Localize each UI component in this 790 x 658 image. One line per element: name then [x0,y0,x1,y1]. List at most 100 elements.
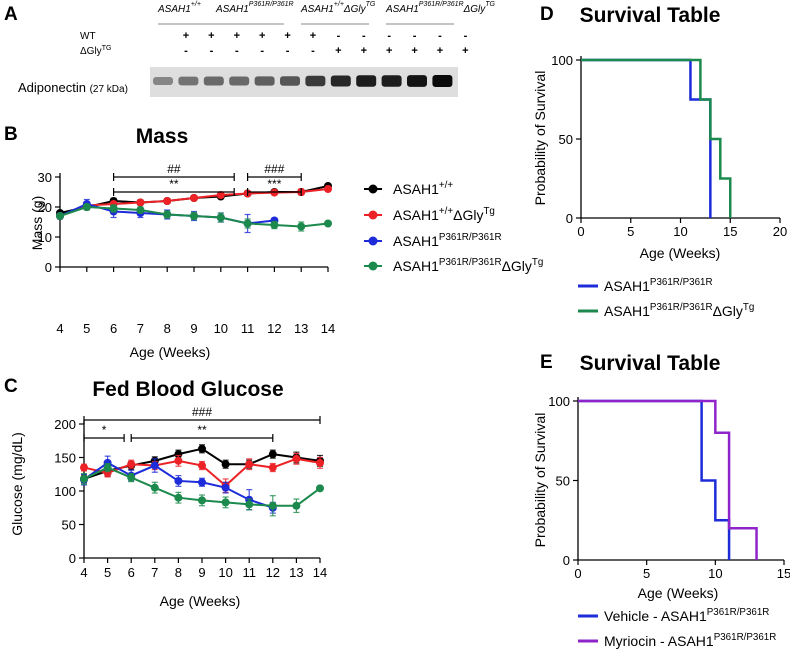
glucose-data-point-2-3 [150,461,159,470]
survival_e-legend-label-0: Vehicle - ASAH1P361R/P361R [604,607,769,624]
blot-wt-sign-10: - [438,30,442,42]
glucose-data-point-1-9 [292,454,301,463]
blot-wt-sign-7: - [362,30,366,42]
glucose-data-point-2-5 [198,478,206,487]
survival-e-title: Survival Table [580,352,721,375]
blot-band-2 [203,76,224,86]
survival-d-y-axis-label: Probability of Survival [532,71,548,206]
glucose-data-point-1-5 [198,461,206,470]
survival-d-x-axis-label: Age (Weeks) [640,245,721,261]
glucose-data-point-3-6 [221,498,230,507]
glucose-data-point-2-6 [221,483,230,492]
blot-wt-sign-11: - [464,30,468,42]
survival_e-ytick-label-2: 100 [548,394,570,409]
mass-data-point-3-2 [109,204,118,213]
mass-data-point-3-3 [136,206,145,214]
panel-letter-b: B [4,124,18,145]
legend-swatch-dot-2 [368,236,378,246]
glucose-data-point-1-7 [245,460,254,469]
glucose-data-point-1-2 [127,460,136,469]
blot-group-header-3-suffix-sup: TG [485,1,495,8]
mass-data-point-1-3 [136,198,145,207]
legend-label-2-base: ASAH1 [393,233,439,249]
blot-wt-sign-4: + [284,30,290,42]
glucose-xtick-label-9: 13 [289,565,303,580]
survival_d-xtick-label-1: 5 [627,224,634,239]
blot-gly-sign-4: - [286,45,290,57]
mass-xtick-label-6: 10 [214,321,228,336]
survival_d-legend-label-1-suffix: ΔGly [713,303,743,319]
blot-wt-sign-5: + [310,30,316,42]
glucose-data-point-3-7 [245,500,254,509]
survival-d-plot-area: 0 50 100 0 5 10 15 20 [551,53,787,239]
blot-band-11 [432,75,453,87]
survival_d-legend-label-1-sup: P361R/P361R [650,302,713,313]
glucose-ytick-label-3: 150 [54,451,76,466]
survival_e-legend-label-0-base: Vehicle - ASAH1 [604,608,707,624]
blot-wt-sign-6: - [337,30,341,42]
blot-gly-sign-1: - [210,45,214,57]
glucose-data-point-3-10 [316,484,324,493]
glucose-chart: Fed Blood Glucose 0 50 100 150 200 4 5 6 7 8 9 10 11… [9,378,327,609]
blot-group-header-2-base: ASAH1 [300,4,334,15]
survival_d-ytick-label-0: 0 [566,211,573,226]
glucose-xtick-label-0: 4 [80,565,87,580]
glucose-data-point-3-4 [174,493,183,502]
legend-label-0: ASAH1+/+ [393,180,453,197]
legend-label-3-suffix: ΔGly [502,258,532,274]
blot-band-3 [229,76,250,86]
blot-band-7 [330,75,351,87]
glucose-data-point-1-4 [174,456,183,465]
blot-group-header-1-sup: P361R/P361R [249,1,294,8]
mass-chart-title: Mass [136,125,189,148]
legend-swatch-dot-0 [368,184,378,194]
legend-swatch-dot-1 [368,210,378,220]
mass-data-point-3-7 [243,219,252,228]
survival_e-xtick-label-1: 5 [643,566,650,581]
panel-letter-a: A [4,4,18,25]
survival-e-legend: Vehicle - ASAH1P361R/P361R Myriocin - ASA… [578,607,776,649]
mass-x-axis-label: Age (Weeks) [130,344,211,360]
survival-d-title: Survival Table [580,4,721,27]
glucose-data-point-3-1 [103,463,112,472]
blot-wt-sign-8: - [387,30,391,42]
survival-e-plot-area: 0 50 100 0 5 10 15 [548,394,790,581]
blot-gly-sign-10: + [437,45,443,57]
glucose-ytick-label-2: 100 [54,484,76,499]
legend-label-3-base: ASAH1 [393,258,439,274]
legend-label-1-suffix-sup: Tg [483,206,494,217]
blot-group-header-1-base: ASAH1 [215,4,249,15]
blot-group-header-2-suffix: ΔGly [343,4,367,15]
glucose-data-point-0-5 [198,444,206,453]
glucose-data-point-3-3 [150,483,159,492]
mass-data-point-3-1 [82,203,91,211]
glucose-xtick-label-7: 11 [242,565,256,580]
mass-xtick-label-9: 13 [294,321,308,336]
mass-data-point-3-4 [163,210,172,219]
blot-bands [153,75,453,87]
glucose-data-point-0-4 [174,450,183,459]
blot-wt-sign-0: + [183,30,189,42]
blot-band-1 [178,76,199,86]
western-blot-panel: ASAH1+/+ ASAH1P361R/P361R ASAH1+/+ΔGlyTG AS… [18,1,496,97]
blot-wt-sign-3: + [259,30,265,42]
blot-band-9 [381,75,402,87]
mass-bracket-label-3: *** [267,177,281,191]
survival_d-survival-curve-1 [581,58,732,218]
glucose-data-point-3-8 [268,501,277,510]
mass-ytick-label-0: 0 [45,260,52,275]
legend-label-1-suffix: ΔGly [453,207,483,223]
survival_e-xtick-label-0: 0 [574,566,581,581]
blot-group-header-0-base: ASAH1 [157,4,191,15]
mass-xtick-label-3: 7 [137,321,144,336]
survival_e-legend-label-1: Myriocin - ASAH1P361R/P361R [604,632,776,649]
legend-label-3: ASAH1P361R/P361RΔGlyTg [393,257,543,274]
survival_e-survival-curve-0 [578,399,731,560]
glucose-data-point-3-9 [292,501,301,510]
legend-label-2-sup: P361R/P361R [439,232,502,243]
panel-letter-d: D [540,4,554,25]
legend-label-1-sup: +/+ [439,206,453,217]
survival_d-legend-label-1-base: ASAH1 [604,303,650,319]
